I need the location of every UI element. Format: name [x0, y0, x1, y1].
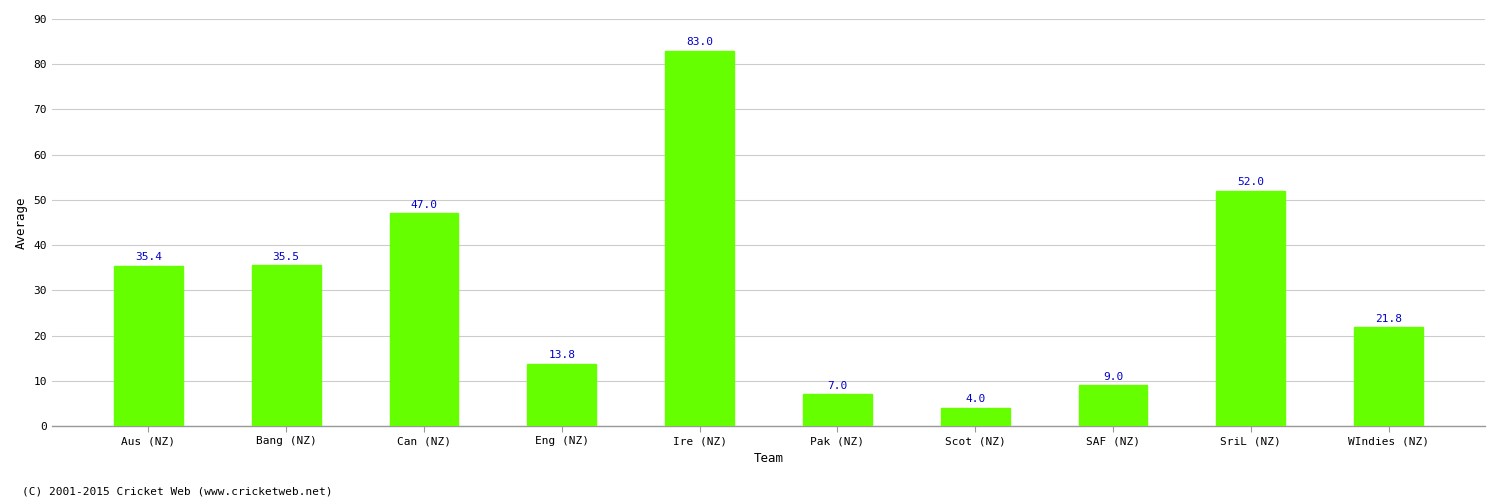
Bar — [1354, 328, 1424, 426]
Text: 7.0: 7.0 — [827, 381, 848, 391]
Y-axis label: Average: Average — [15, 196, 28, 249]
Text: 35.4: 35.4 — [135, 252, 162, 262]
Bar — [528, 364, 596, 426]
Bar — [252, 266, 321, 426]
Text: 35.5: 35.5 — [273, 252, 300, 262]
Text: 52.0: 52.0 — [1238, 177, 1264, 187]
Bar — [1216, 191, 1286, 426]
Bar — [664, 50, 734, 426]
Text: (C) 2001-2015 Cricket Web (www.cricketweb.net): (C) 2001-2015 Cricket Web (www.cricketwe… — [22, 487, 333, 497]
Text: 47.0: 47.0 — [411, 200, 438, 210]
Bar — [390, 214, 459, 426]
Bar — [114, 266, 183, 426]
Bar — [802, 394, 871, 426]
Text: 9.0: 9.0 — [1102, 372, 1124, 382]
Text: 21.8: 21.8 — [1376, 314, 1402, 324]
Bar — [940, 408, 1010, 426]
Text: 83.0: 83.0 — [686, 37, 712, 47]
Text: 13.8: 13.8 — [549, 350, 576, 360]
Bar — [1078, 386, 1148, 426]
Text: 4.0: 4.0 — [964, 394, 986, 404]
X-axis label: Team: Team — [753, 452, 783, 465]
